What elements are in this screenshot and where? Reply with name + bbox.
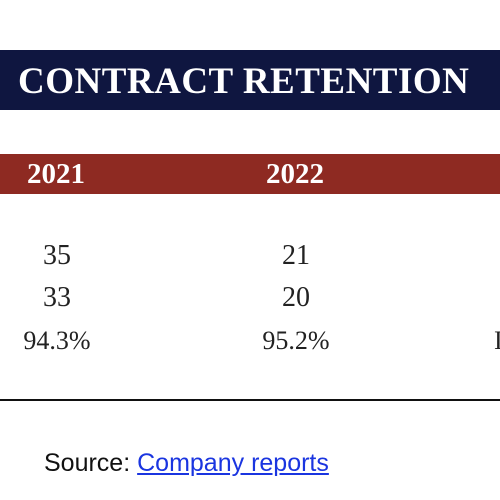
table-title: CONTRACT RETENTION [18,61,470,102]
table-cell-r3-2022: 95.2% [262,326,330,355]
truncated-cell-glyph: I [494,326,500,355]
source-prefix: Source: [44,449,131,477]
table-cell-r3-2021: 94.3% [23,326,91,355]
source-link[interactable]: Company reports [137,449,329,477]
column-header-2022: 2022 [266,158,324,190]
column-header-2021: 2021 [27,158,85,190]
table-cell-r1-2022: 21 [282,240,310,271]
table-bottom-rule [0,399,500,401]
table-cell-r1-2021: 35 [43,240,71,271]
column-header-bar: 2021 2022 [0,154,500,194]
table-cell-r2-2022: 20 [282,282,310,313]
source-note: Source: Company reports [44,448,329,478]
title-bar: CONTRACT RETENTION [0,50,500,110]
table-cell-r2-2021: 33 [43,282,71,313]
